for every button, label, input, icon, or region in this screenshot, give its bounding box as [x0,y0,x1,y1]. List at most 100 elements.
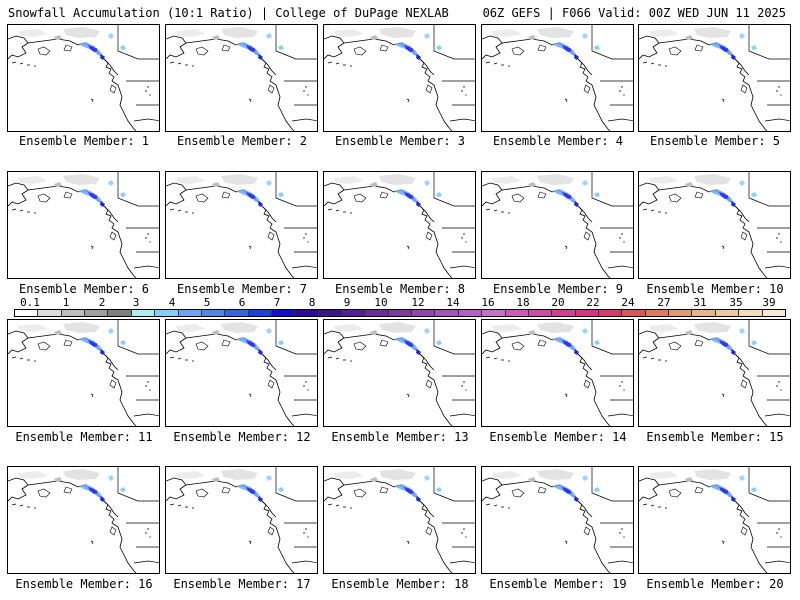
snowfall-map [639,25,790,131]
ensemble-member-map [165,24,318,132]
snowfall-map [482,320,633,426]
colorbar-tick-label: 24 [621,296,635,309]
colorbar-segment [85,310,109,316]
colorbar-segment [575,310,599,316]
ensemble-member-map [481,24,634,132]
colorbar-segment [201,310,226,316]
colorbar-tick-label: 7 [273,296,281,309]
colorbar-tick-label: 3 [132,296,140,309]
ensemble-member-map [7,319,160,427]
ensemble-member-label: Ensemble Member: 15 [646,430,784,444]
snowfall-map [324,467,475,573]
ensemble-member-map [638,466,791,574]
ensemble-member-map [323,171,476,279]
colorbar-tick-label: 22 [586,296,600,309]
snowfall-map [324,320,475,426]
colorbar-segment [622,310,646,316]
colorbar-tick-label: 6 [238,296,246,309]
snowfall-map [8,25,159,131]
colorbar-tick-label: 35 [729,296,743,309]
snowfall-map [482,25,633,131]
colorbar-segment [458,310,483,316]
colorbar-tick-label: 14 [446,296,460,309]
colorbar-segment [692,310,716,316]
snowfall-map [166,25,317,131]
snowfall-map [8,467,159,573]
snowfall-map [166,467,317,573]
colorbar-segment [38,310,62,316]
snowfall-map [482,172,633,278]
colorbar-tick-label: 39 [762,296,776,309]
snowfall-map [324,172,475,278]
colorbar-segment [342,310,366,316]
ensemble-member-map [165,466,318,574]
colorbar-tick-label: 16 [481,296,495,309]
ensemble-member-label: Ensemble Member: 6 [18,282,150,296]
ensemble-member-label: Ensemble Member: 7 [176,282,308,296]
colorbar-tick-label: 1 [62,296,70,309]
ensemble-member-label: Ensemble Member: 2 [176,134,308,148]
ensemble-member-label: Ensemble Member: 16 [15,577,153,591]
snowfall-colorbar [14,309,786,317]
colorbar-segment [528,310,553,316]
colorbar-segment [645,310,670,316]
ensemble-member-map [165,171,318,279]
ensemble-member-label: Ensemble Member: 5 [649,134,781,148]
colorbar-tick-label: 4 [168,296,176,309]
model-valid-time: 06Z GEFS | F066 Valid: 00Z WED JUN 11 20… [482,6,786,20]
ensemble-member-map [7,171,160,279]
ensemble-member-label: Ensemble Member: 18 [331,577,469,591]
colorbar-tick-label: 20 [551,296,565,309]
ensemble-member-label: Ensemble Member: 13 [331,430,469,444]
ensemble-member-map [638,171,791,279]
colorbar-tick-label: 18 [516,296,530,309]
colorbar-segment [61,310,86,316]
ensemble-member-label: Ensemble Member: 1 [18,134,150,148]
ensemble-member-map [7,466,160,574]
ensemble-member-label: Ensemble Member: 14 [489,430,627,444]
colorbar-segment [131,310,156,316]
ensemble-member-label: Ensemble Member: 8 [334,282,466,296]
colorbar-tick-label: 2 [98,296,106,309]
ensemble-member-label: Ensemble Member: 3 [334,134,466,148]
colorbar-segment [739,310,763,316]
colorbar-segment [388,310,413,316]
colorbar-segment [552,310,576,316]
ensemble-member-map [481,171,634,279]
snowfall-map [324,25,475,131]
ensemble-member-label: Ensemble Member: 20 [646,577,784,591]
colorbar-segment [598,310,623,316]
ensemble-member-label: Ensemble Member: 11 [15,430,153,444]
ensemble-member-map [165,319,318,427]
colorbar-tick-label: 0.1 [20,296,40,309]
map-title: Snowfall Accumulation (10:1 Ratio) | Col… [8,6,449,20]
colorbar-segment [225,310,249,316]
colorbar-tick-label: 10 [374,296,388,309]
colorbar-segment [715,310,740,316]
snowfall-map [166,320,317,426]
ensemble-member-label: Ensemble Member: 4 [492,134,624,148]
snowfall-map [639,467,790,573]
colorbar-segment [482,310,506,316]
ensemble-member-map [323,24,476,132]
ensemble-member-label: Ensemble Member: 12 [173,430,311,444]
snowfall-map [639,172,790,278]
ensemble-member-map [323,466,476,574]
colorbar-segment [108,310,132,316]
snowfall-map [8,320,159,426]
colorbar-segment [365,310,389,316]
ensemble-member-label: Ensemble Member: 9 [492,282,624,296]
ensemble-member-label: Ensemble Member: 19 [489,577,627,591]
colorbar-tick-label: 12 [411,296,425,309]
colorbar-tick-label: 27 [657,296,671,309]
ensemble-member-map [481,319,634,427]
ensemble-member-map [7,24,160,132]
ensemble-member-map [638,24,791,132]
snowfall-map [639,320,790,426]
colorbar-tick-label: 8 [308,296,316,309]
colorbar-segment [178,310,202,316]
colorbar-tick-label: 31 [693,296,707,309]
colorbar-segment [248,310,272,316]
snowfall-map [482,467,633,573]
colorbar-segment [295,310,319,316]
